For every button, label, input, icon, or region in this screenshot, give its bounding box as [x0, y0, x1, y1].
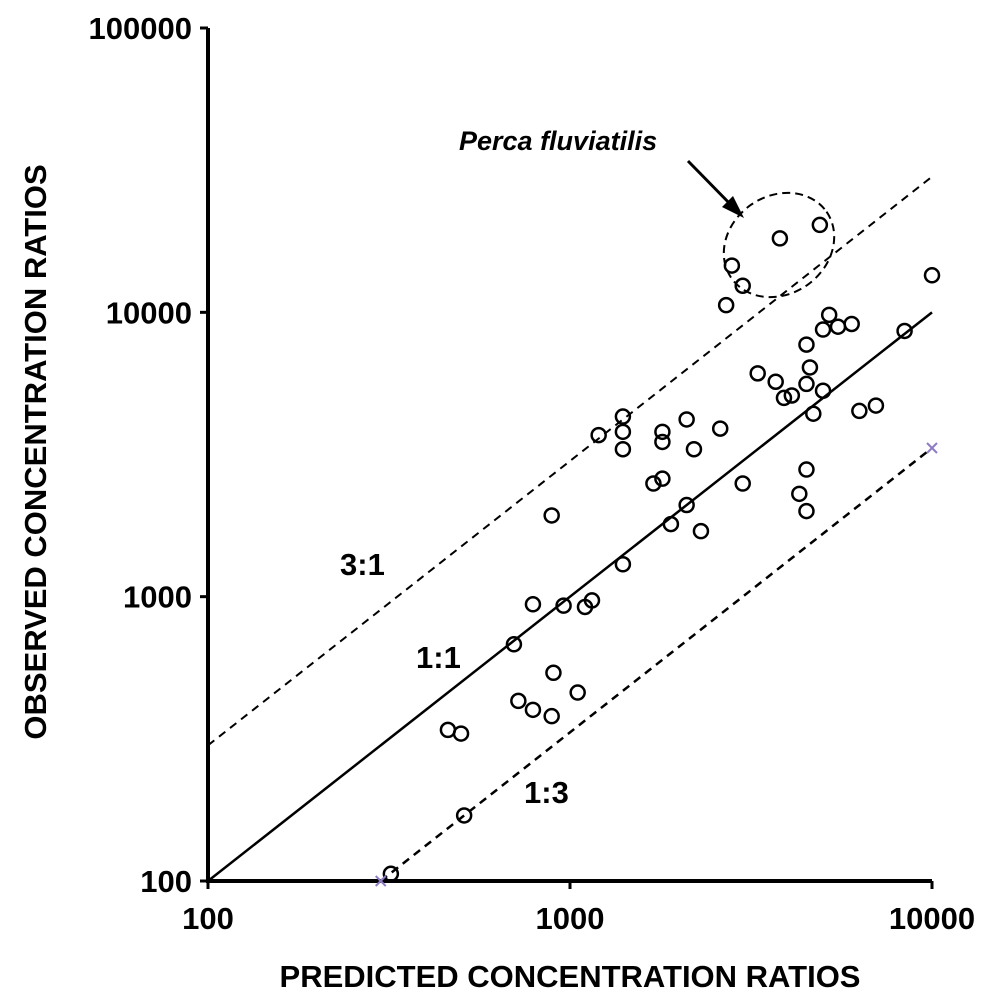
data-point: [767, 373, 784, 390]
data-point: [678, 411, 695, 428]
data-point: [851, 402, 868, 420]
data-point: [711, 420, 729, 437]
data-point: [685, 440, 703, 458]
data-point: [614, 440, 632, 458]
reference-line-3-1: [207, 175, 933, 747]
data-point: [723, 257, 741, 274]
data-point: [775, 389, 793, 407]
data-point: [455, 807, 473, 824]
y-tick-label: 10000: [106, 295, 192, 330]
reference-line-1-3: [379, 447, 933, 882]
data-point: [783, 387, 801, 404]
data-point: [867, 397, 885, 414]
annotation-label: Perca fluviatilis: [459, 126, 657, 156]
data-point: [843, 315, 860, 333]
data-point: [896, 322, 913, 340]
data-point: [583, 592, 601, 609]
axis-ticks: 100 1000 10000 100 1000 10000 100000: [89, 11, 976, 936]
data-point: [771, 230, 789, 247]
data-point: [614, 423, 632, 441]
data-point: [749, 365, 766, 382]
x-tick-label: 10000: [889, 901, 975, 936]
data-point: [717, 296, 735, 314]
data-point: [382, 865, 400, 883]
x-marker: [375, 875, 387, 887]
y-tick-label: 100: [140, 864, 192, 899]
data-point: [820, 306, 838, 324]
data-point: [452, 725, 470, 742]
ratio-label-1-3: 1:3: [524, 775, 569, 810]
data-point: [543, 507, 560, 524]
data-point: [590, 426, 607, 444]
data-point: [654, 470, 671, 487]
data-point: [811, 216, 829, 234]
data-point: [524, 701, 542, 719]
x-axis-title: PREDICTED CONCENTRATION RATIOS: [280, 959, 861, 994]
data-point: [614, 408, 632, 425]
data-point: [678, 496, 695, 514]
data-point: [798, 336, 815, 353]
y-tick-label: 100000: [89, 11, 192, 46]
data-point: [555, 597, 572, 614]
data-point: [798, 461, 815, 478]
ratio-label-3-1: 3:1: [340, 547, 385, 582]
data-point: [798, 375, 815, 393]
data-point: [569, 684, 586, 701]
data-point: [662, 515, 680, 533]
data-point: [545, 664, 562, 682]
data-point: [692, 522, 710, 540]
data-point: [645, 475, 662, 492]
x-tick-label: 1000: [536, 901, 605, 936]
data-points: [375, 216, 941, 887]
data-point: [614, 556, 632, 573]
data-point: [814, 382, 832, 399]
y-axis-title: OBSERVED CONCENTRATION RATIOS: [18, 164, 53, 739]
data-point: [654, 423, 671, 441]
annotation-arrowhead: [722, 196, 744, 218]
y-tick-label: 1000: [123, 580, 192, 615]
data-point: [439, 721, 457, 739]
data-point: [510, 692, 527, 710]
data-point: [734, 277, 751, 295]
data-point: [791, 485, 808, 503]
data-point: [798, 502, 815, 520]
data-point: [654, 433, 671, 451]
data-point: [734, 475, 751, 492]
data-point: [505, 636, 523, 653]
data-point: [923, 267, 941, 284]
data-point: [829, 318, 847, 335]
x-marker: [926, 442, 938, 454]
data-point: [543, 707, 560, 725]
x-tick-label: 100: [182, 901, 234, 936]
data-point: [814, 321, 832, 338]
data-point: [801, 359, 819, 376]
data-point: [805, 405, 822, 422]
data-point: [524, 596, 542, 613]
ratio-label-1-1: 1:1: [416, 640, 461, 675]
